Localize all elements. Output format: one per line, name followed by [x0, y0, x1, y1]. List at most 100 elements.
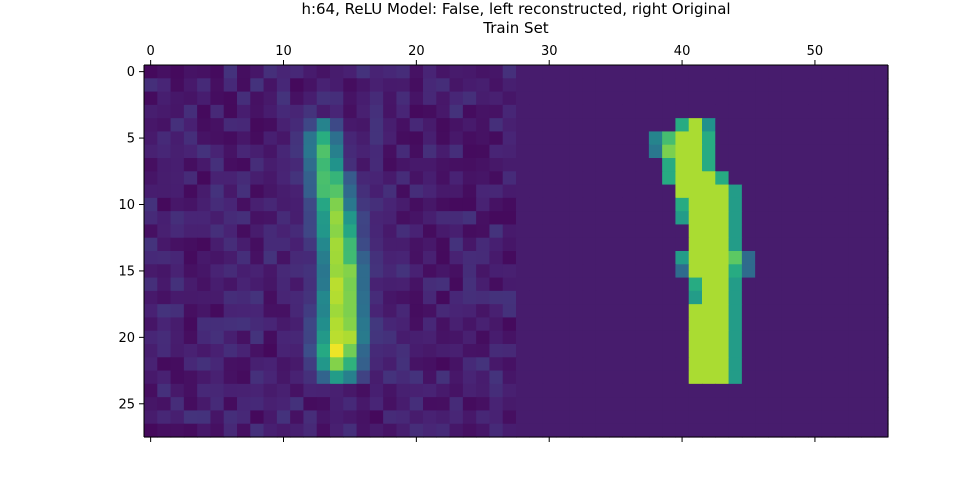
heatmap-cell — [715, 237, 730, 252]
heatmap-cell — [144, 423, 158, 438]
heatmap-cell — [303, 211, 318, 226]
heatmap-cell — [263, 423, 278, 438]
heatmap-cell — [688, 237, 703, 252]
heatmap-cell — [555, 330, 570, 345]
heatmap-cell — [250, 264, 265, 279]
heatmap-cell — [383, 344, 398, 358]
heatmap-cell — [276, 158, 291, 172]
heatmap-cell — [715, 78, 730, 93]
heatmap-cell — [462, 184, 477, 199]
heatmap-cell — [436, 357, 451, 372]
heatmap-cell — [595, 330, 610, 345]
heatmap-cell — [582, 410, 597, 425]
heatmap-cell — [728, 304, 743, 319]
heatmap-cell — [688, 104, 703, 119]
heatmap-cell — [476, 317, 491, 332]
heatmap-cell — [237, 224, 251, 239]
heatmap-cell — [409, 330, 424, 345]
heatmap-cell — [582, 224, 597, 239]
heatmap-cell — [635, 304, 650, 319]
heatmap-cell — [170, 264, 185, 279]
heatmap-cell — [330, 423, 344, 438]
heatmap-cell — [795, 118, 809, 133]
heatmap-cell — [303, 290, 318, 305]
heatmap-cell — [276, 197, 291, 212]
heatmap-cell — [409, 104, 424, 119]
heatmap-cell — [768, 211, 783, 226]
heatmap-cell — [157, 277, 172, 292]
heatmap-cell — [728, 197, 743, 212]
heatmap-cell — [330, 410, 344, 425]
heatmap-cell — [622, 410, 637, 425]
heatmap-cell — [874, 330, 889, 345]
heatmap-cell — [622, 304, 637, 319]
heatmap-cell — [170, 184, 185, 199]
heatmap-cell — [821, 184, 836, 199]
heatmap-cell — [529, 118, 544, 133]
heatmap-cell — [728, 410, 743, 425]
heatmap-cell — [303, 78, 318, 93]
heatmap-cell — [356, 290, 371, 305]
heatmap-cell — [609, 423, 623, 438]
heatmap-cell — [635, 277, 650, 292]
y-tick-label: 20 — [118, 331, 135, 346]
heatmap-cell — [821, 317, 836, 332]
heatmap-cell — [861, 344, 876, 358]
heatmap-cell — [728, 344, 743, 358]
heatmap-cell — [502, 224, 517, 239]
heatmap-cell — [462, 357, 477, 372]
heatmap-cell — [595, 224, 610, 239]
heatmap-cell — [808, 184, 823, 199]
heatmap-cell — [330, 118, 344, 133]
heatmap-cell — [542, 383, 557, 398]
heatmap-cell — [609, 171, 623, 186]
heatmap-cell — [250, 410, 265, 425]
heatmap-cell — [662, 330, 677, 345]
heatmap-cell — [755, 397, 770, 412]
heatmap-cell — [369, 184, 384, 199]
heatmap-cell — [582, 78, 597, 93]
heatmap-cell — [476, 264, 491, 279]
heatmap-cell — [622, 158, 637, 172]
heatmap-cell — [861, 410, 876, 425]
heatmap-cell — [768, 65, 783, 79]
heatmap-cell — [569, 357, 584, 372]
heatmap-cell — [502, 317, 517, 332]
heatmap-cell — [675, 131, 690, 146]
heatmap-cell — [170, 277, 185, 292]
heatmap-cell — [595, 290, 610, 305]
heatmap-cell — [609, 397, 623, 412]
heatmap-cell — [795, 65, 809, 79]
heatmap-cell — [356, 330, 371, 345]
heatmap-cell — [688, 197, 703, 212]
heatmap-cell — [755, 211, 770, 226]
heatmap-cell — [808, 171, 823, 186]
heatmap-cell — [396, 290, 411, 305]
heatmap-cell — [781, 277, 796, 292]
heatmap-cell — [874, 370, 889, 385]
heatmap-cell — [396, 78, 411, 93]
heatmap-cell — [808, 304, 823, 319]
heatmap-cell — [144, 383, 158, 398]
heatmap-cell — [702, 344, 716, 358]
heatmap-cell — [210, 91, 225, 106]
heatmap-cell — [555, 410, 570, 425]
heatmap-cell — [316, 131, 331, 146]
heatmap-cell — [529, 131, 544, 146]
heatmap-cell — [263, 264, 278, 279]
heatmap-cell — [755, 144, 770, 159]
heatmap-cell — [662, 383, 677, 398]
heatmap-cell — [356, 383, 371, 398]
heatmap-cell — [516, 317, 530, 332]
heatmap-cell — [768, 423, 783, 438]
heatmap-cell — [396, 357, 411, 372]
heatmap-cell — [316, 65, 331, 79]
heatmap-cell — [675, 397, 690, 412]
heatmap-cell — [781, 237, 796, 252]
heatmap-cell — [715, 383, 730, 398]
heatmap-cell — [728, 397, 743, 412]
heatmap-cell — [197, 317, 212, 332]
heatmap-cell — [688, 264, 703, 279]
heatmap-cell — [516, 237, 530, 252]
heatmap-cell — [609, 383, 623, 398]
